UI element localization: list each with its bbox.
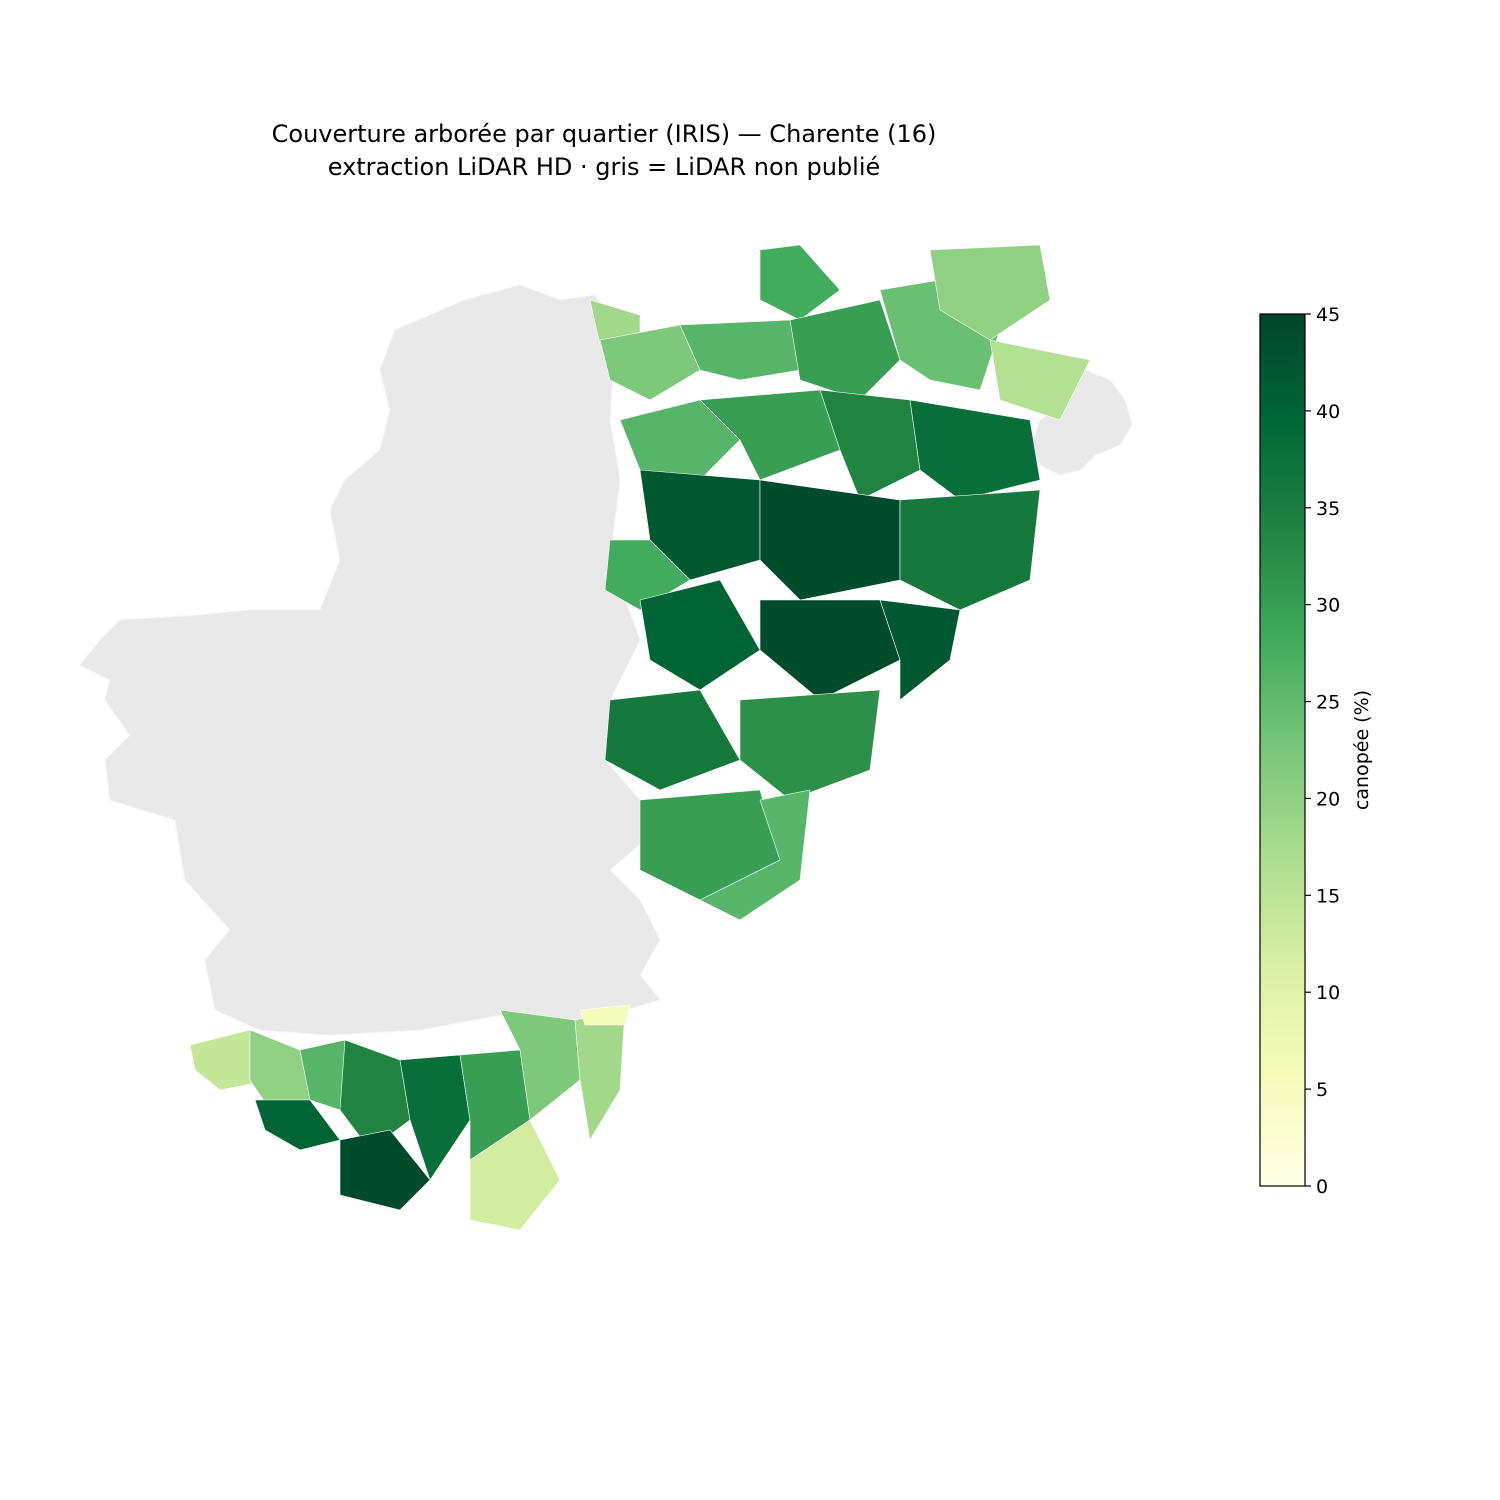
iris-region-north-east-band-3 [679,319,801,381]
iris-region-east-central-band-5 [639,469,761,581]
iris-region-south-band-2 [249,1029,311,1111]
colorbar-tick-label: 40 [1316,401,1340,423]
iris-region-east-central-band-6 [759,479,901,601]
colorbar-label: canopée (%) [1351,690,1373,810]
colorbar-tick-label: 30 [1316,595,1340,617]
iris-region-east-central-band-2 [699,389,841,481]
iris-region-south-east-band-4 [604,689,741,791]
colorbar: 0 5 10 15 20 25 30 35 40 45 canopée (%) [1259,304,1373,1198]
colorbar-tick-label: 25 [1316,692,1340,714]
iris-region-north-east-band-8 [989,339,1091,421]
iris-region-south-east-band-2 [759,599,901,701]
iris-region-south-band-12 [579,1004,631,1026]
region-nodata-east [1029,369,1133,476]
iris-region-south-east-band-1 [639,579,761,691]
iris-region-south-band-11 [469,1119,561,1231]
iris-region-north-east-band-7 [929,244,1051,341]
iris-region-south-band-9 [499,1009,581,1121]
colorbar-tick-label: 10 [1316,982,1340,1004]
iris-region-south-east-band-7 [699,789,811,921]
iris-region-south-band-7 [399,1054,471,1181]
colorbar-tick-label: 0 [1316,1176,1328,1198]
iris-region-east-central-band-3 [819,389,921,501]
colorbar-gradient [1259,313,1306,1187]
title-line-2: extraction LiDAR HD · gris = LiDAR non p… [327,153,881,181]
iris-region-north-east-band-4 [759,244,841,321]
iris-region-south-band-6 [339,1129,431,1211]
colorbar-tick-label: 20 [1316,788,1340,810]
colorbar-tick-label: 35 [1316,498,1340,520]
iris-region-north-east-band-5 [789,299,901,401]
iris-region-south-east-band-5 [739,689,881,801]
iris-region-east-central-band-7 [899,489,1041,611]
iris-region-south-east-band-3 [879,599,961,701]
colorbar-tick-label: 45 [1316,304,1340,326]
iris-region-east-central-band-4 [909,399,1041,501]
iris-region-north-east-band-2 [599,324,701,401]
region-nodata-main [79,284,661,1036]
iris-region-south-band-5 [254,1099,341,1151]
title-line-1: Couverture arborée par quartier (IRIS) —… [271,120,937,148]
colorbar-tick-label: 5 [1316,1079,1328,1101]
map-title: Couverture arborée par quartier (IRIS) —… [104,118,1104,184]
iris-region-east-central-band-1 [619,399,741,481]
iris-region-south-band-10 [574,1009,626,1141]
colorbar-tick-label: 15 [1316,885,1340,907]
